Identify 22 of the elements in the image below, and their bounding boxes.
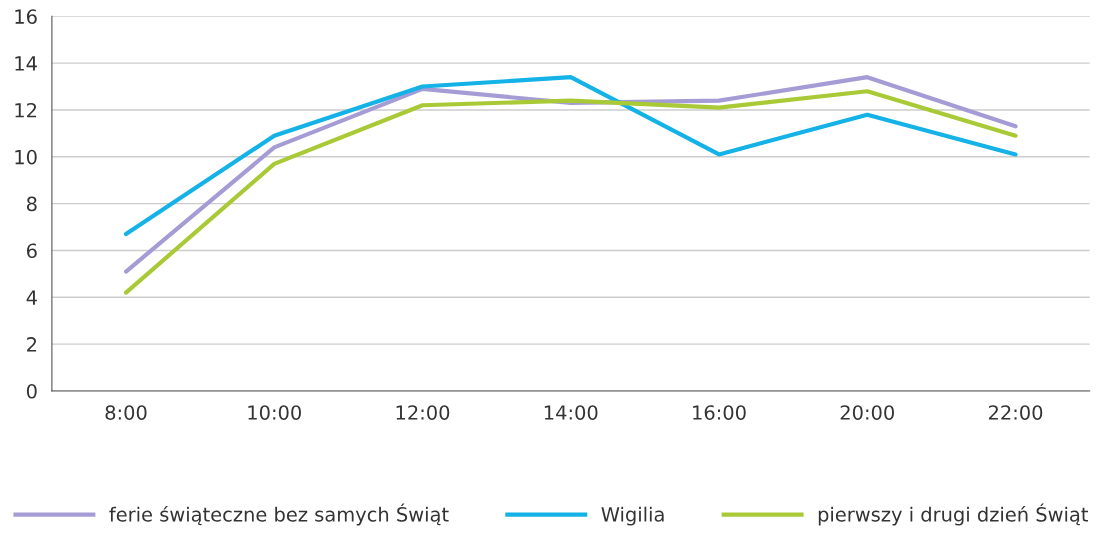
x-tick-label: 20:00: [840, 405, 894, 420]
y-tick-label: 4: [26, 290, 37, 305]
legend-label: pierwszy i drugi dzień Świąt: [818, 503, 1089, 526]
line-series: [123, 89, 1018, 295]
y-tick-label: 8: [26, 196, 37, 212]
x-tick-label: 22:00: [988, 405, 1043, 420]
y-tick-label: 2: [27, 337, 37, 352]
x-tick-label: 16:00: [693, 405, 746, 420]
line-series: [123, 75, 1018, 274]
x-tick-label: 10:00: [248, 405, 301, 420]
y-tick-label: 10: [15, 149, 37, 165]
y-tick-label: 16: [15, 9, 37, 24]
y-tick-label: 12: [15, 102, 37, 118]
x-tick-label: 8:00: [105, 405, 147, 420]
y-tick-label: 6: [26, 243, 37, 259]
legend-label: ferie świąteczne bez samych Świąt: [109, 503, 449, 526]
y-tick-label: 14: [15, 56, 37, 71]
line-series: [123, 75, 1018, 237]
y-tick-label: 0: [26, 383, 37, 399]
x-tick-label: 12:00: [396, 405, 450, 420]
x-tick-label: 14:00: [544, 405, 598, 420]
legend-label: Wigilia: [601, 506, 664, 526]
